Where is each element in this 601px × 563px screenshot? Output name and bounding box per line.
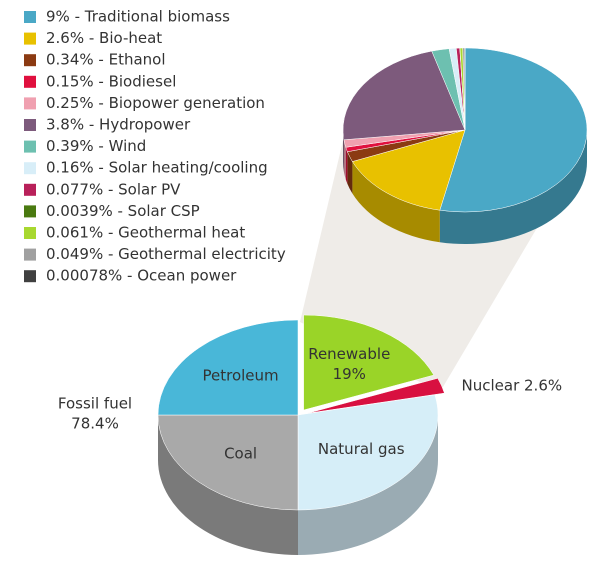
legend-label: 0.0039% - Solar CSP (46, 202, 200, 220)
slice (342, 50, 466, 141)
slice-label: Renewable (308, 345, 390, 363)
slice-side (343, 130, 344, 172)
slice-side (158, 415, 298, 555)
legend-swatch (24, 97, 36, 110)
legend-swatch (24, 162, 36, 175)
legend-swatch (24, 140, 36, 153)
slice-label: Petroleum (203, 367, 279, 385)
slice-side (345, 147, 348, 184)
slice (439, 47, 588, 213)
group-value: 78.4% (71, 415, 119, 433)
legend-label: 2.6% - Bio-heat (46, 29, 162, 47)
slice-value: 19% (333, 365, 366, 383)
legend-label: 3.8% - Hydropower (46, 116, 191, 134)
slice-side (352, 161, 440, 243)
legend-swatch (24, 227, 36, 239)
slice-label: Nuclear 2.6% (462, 376, 563, 394)
slice-label: Natural gas (318, 440, 405, 458)
slice (157, 414, 299, 511)
legend-swatch (24, 11, 36, 23)
slice (157, 319, 299, 416)
slice-value: 2.6% (524, 376, 562, 394)
slice-label: Coal (224, 444, 257, 462)
slice-side (343, 139, 346, 180)
legend-label: 0.049% - Geothermal electricity (46, 245, 286, 263)
legend-swatch (24, 32, 36, 45)
legend-label: 0.25% - Biopower generation (46, 94, 265, 112)
slice (303, 314, 435, 411)
legend-swatch (24, 183, 36, 196)
slice-side (347, 151, 353, 194)
legend-label: 0.00078% - Ocean power (46, 267, 237, 285)
legend-swatch (24, 270, 36, 283)
slice (307, 377, 445, 414)
legend-label: 0.15% - Biodiesel (46, 72, 176, 90)
legend-label: 0.34% - Ethanol (46, 51, 166, 69)
legend-swatch (24, 75, 36, 88)
legend-swatch (24, 54, 36, 67)
legend-label: 0.39% - Wind (46, 137, 146, 155)
legend-label: 9% - Traditional biomass (46, 8, 230, 26)
slice (297, 394, 439, 511)
group-label: Fossil fuel (58, 395, 132, 413)
legend-label: 0.061% - Geothermal heat (46, 224, 245, 242)
legend-label: 0.077% - Solar PV (46, 180, 181, 198)
slice-side (298, 415, 438, 555)
slice-side (439, 130, 587, 244)
slice (352, 129, 466, 211)
slice-name: Nuclear (462, 376, 521, 394)
legend-label: 0.16% - Solar heating/cooling (46, 159, 268, 177)
legend-swatch (24, 248, 36, 261)
legend-swatch (24, 205, 36, 218)
legend-swatch (24, 119, 36, 131)
